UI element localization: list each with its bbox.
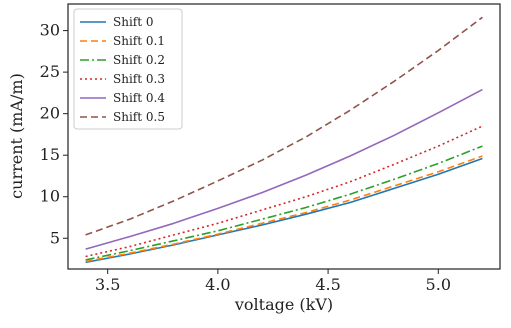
y-tick-label: 30 bbox=[40, 21, 60, 40]
legend-label-shift-0-3: Shift 0.3 bbox=[113, 72, 165, 86]
series-line-shift-0-2 bbox=[85, 145, 483, 261]
series-line-shift-0-5 bbox=[85, 16, 483, 236]
x-tick-label: 4.5 bbox=[315, 275, 340, 294]
series-line-shift-0-1 bbox=[85, 155, 483, 263]
x-axis-label: voltage (kV) bbox=[234, 295, 333, 314]
legend-label-shift-0-2: Shift 0.2 bbox=[113, 53, 165, 67]
ticks-layer: 3.5 4.0 4.5 5.0 5 10 15 20 25 30 bbox=[40, 21, 451, 294]
y-tick-label: 20 bbox=[40, 104, 60, 123]
legend-label-shift-0-1: Shift 0.1 bbox=[113, 34, 165, 48]
x-tick-label: 3.5 bbox=[95, 275, 120, 294]
series-line-shift-0-3 bbox=[85, 125, 483, 258]
y-tick-label: 10 bbox=[40, 187, 60, 206]
legend-label-shift-0: Shift 0 bbox=[113, 15, 154, 29]
y-axis-label: current (mA/m) bbox=[7, 73, 26, 199]
y-tick-label: 25 bbox=[40, 62, 60, 81]
series-line-shift-0-4 bbox=[85, 88, 483, 250]
x-tick-label: 5.0 bbox=[426, 275, 451, 294]
x-tick-label: 4.0 bbox=[205, 275, 230, 294]
legend-label-shift-0-5: Shift 0.5 bbox=[113, 110, 165, 124]
plot-frame bbox=[67, 3, 501, 270]
y-tick-label: 5 bbox=[50, 228, 60, 247]
legend-label-shift-0-4: Shift 0.4 bbox=[113, 91, 165, 105]
legend-box bbox=[73, 8, 183, 130]
y-tick-label: 15 bbox=[40, 145, 60, 164]
legend: Shift 0 Shift 0.1 Shift 0.2 Shift 0.3 Shift … bbox=[73, 8, 183, 130]
series-layer bbox=[85, 16, 483, 264]
